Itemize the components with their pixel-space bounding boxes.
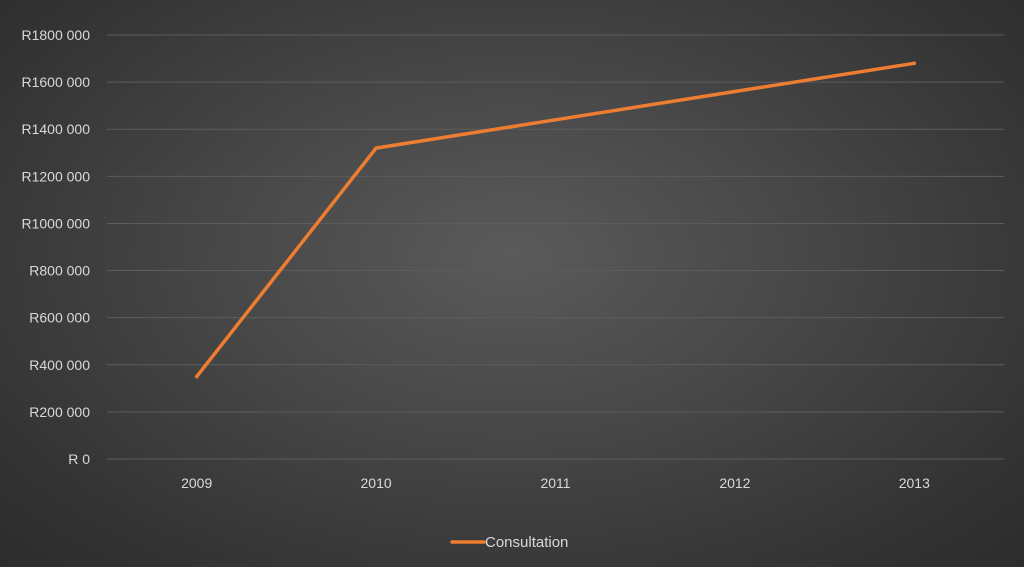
y-tick-label: R 0	[68, 451, 90, 467]
x-tick-label: 2012	[719, 475, 750, 491]
y-tick-label: R1600 000	[21, 74, 90, 90]
plot-series	[194, 61, 917, 379]
data-point	[194, 374, 199, 379]
y-tick-label: R200 000	[29, 404, 90, 420]
x-tick-label: 2009	[181, 475, 212, 491]
y-tick-label: R1800 000	[21, 27, 90, 43]
y-tick-label: R400 000	[29, 357, 90, 373]
y-tick-label: R600 000	[29, 310, 90, 326]
series-line-consultation	[194, 61, 917, 379]
data-point	[553, 118, 558, 122]
y-tick-label: R1400 000	[21, 121, 90, 137]
data-point	[374, 146, 378, 150]
x-tick-label: 2010	[361, 475, 392, 491]
legend-label-consultation: Consultation	[485, 534, 568, 551]
y-tick-label: R1200 000	[21, 168, 90, 184]
legend: Consultation	[450, 534, 568, 551]
data-point	[912, 61, 917, 66]
y-axis: R 0 R200 000 R400 000 R600 000 R800 000 R1000…	[21, 27, 90, 467]
y-tick-label: R800 000	[29, 263, 90, 279]
data-point	[733, 89, 737, 94]
x-tick-label: 2011	[540, 475, 570, 491]
x-tick-label: 2013	[899, 475, 930, 491]
y-tick-label: R1000 000	[21, 215, 90, 231]
x-axis: 2009 2010 2011 2012 2013	[181, 475, 930, 491]
gridlines	[107, 34, 1004, 460]
